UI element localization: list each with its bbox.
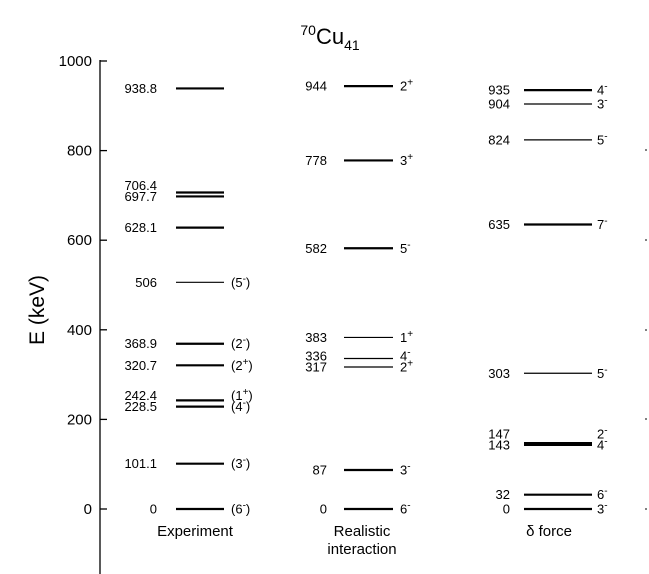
spin-parity-label: (2-): [231, 335, 250, 351]
y-tick-label: 200: [67, 411, 92, 428]
spin-parity-label: (4-): [231, 398, 250, 414]
title-mass-number: 70: [300, 22, 316, 38]
spin-parity-label: 7-: [597, 216, 608, 232]
energy-value-label: 320.7: [124, 358, 157, 373]
energy-value-label: 0: [320, 502, 327, 517]
column-label: Realistic: [334, 523, 391, 540]
energy-value-label: 935: [488, 83, 510, 98]
spin-parity-label: 3-: [597, 96, 608, 112]
energy-value-label: 506: [135, 275, 157, 290]
energy-value-label: 303: [488, 366, 510, 381]
energy-value-label: 938.8: [124, 81, 157, 96]
spin-parity-label: 2+: [400, 358, 413, 374]
energy-value-label: 706.4: [124, 178, 157, 193]
spin-parity-label: 1+: [400, 329, 413, 345]
energy-value-label: 635: [488, 217, 510, 232]
column-label: δ force: [526, 523, 572, 540]
spin-parity-label: 4-: [597, 436, 608, 452]
energy-value-label: 778: [305, 153, 327, 168]
energy-value-label: 317: [305, 359, 327, 374]
energy-value-label: 697.7: [124, 189, 157, 204]
spin-parity-label: (3-): [231, 455, 250, 471]
y-tick-label: 600: [67, 232, 92, 249]
spin-parity-label: 3+: [400, 152, 413, 168]
y-axis-label: E (keV): [26, 275, 49, 345]
energy-value-label: 824: [488, 132, 510, 147]
spin-parity-label: (1+): [231, 387, 253, 403]
column-label: Experiment: [157, 523, 234, 540]
y-tick-label: 1000: [59, 53, 92, 70]
energy-value-label: 87: [313, 463, 327, 478]
energy-value-label: 628.1: [124, 220, 157, 235]
energy-value-label: 944: [305, 79, 327, 94]
y-tick-label: 0: [84, 501, 92, 518]
spin-parity-label: 3-: [597, 501, 608, 517]
column-label: interaction: [327, 541, 396, 558]
spin-parity-label: 6-: [400, 501, 411, 517]
spin-parity-label: 6-: [597, 486, 608, 502]
spin-parity-label: 2-: [597, 425, 608, 441]
spin-parity-label: (5-): [231, 274, 250, 290]
y-tick-label: 800: [67, 143, 92, 160]
spin-parity-label: 3-: [400, 462, 411, 478]
spin-parity-label: 5-: [597, 365, 608, 381]
energy-value-label: 242.4: [124, 388, 157, 403]
energy-value-label: 32: [496, 487, 510, 502]
chart-title: 70Cu41: [300, 22, 359, 53]
energy-value-label: 336: [305, 348, 327, 363]
energy-value-label: 101.1: [124, 456, 157, 471]
level-plot-area: 0 (6-) 101.1 (3-) 228.5 (4-) 242.4 (1+) 320.7 (2+…: [124, 78, 647, 517]
title-element: Cu: [316, 24, 344, 49]
energy-value-label: 0: [503, 502, 510, 517]
y-tick-label: 400: [67, 322, 92, 339]
energy-value-label: 904: [488, 97, 510, 112]
y-axis-ticks: 0 200 400 600 800 1000: [59, 53, 107, 518]
spin-parity-label: 5-: [597, 131, 608, 147]
spin-parity-label: 5-: [400, 240, 411, 256]
energy-value-label: 143: [488, 437, 510, 452]
spin-parity-label: 4-: [597, 82, 608, 98]
spin-parity-label: (6-): [231, 501, 250, 517]
energy-value-label: 368.9: [124, 336, 157, 351]
energy-value-label: 228.5: [124, 399, 157, 414]
spin-parity-label: 2+: [400, 78, 413, 94]
energy-value-label: 383: [305, 330, 327, 345]
title-neutron-number: 41: [344, 37, 360, 53]
energy-value-label: 147: [488, 426, 510, 441]
energy-value-label: 0: [150, 502, 157, 517]
energy-value-label: 582: [305, 241, 327, 256]
spin-parity-label: 4-: [400, 347, 411, 363]
spin-parity-label: (2+): [231, 357, 253, 373]
